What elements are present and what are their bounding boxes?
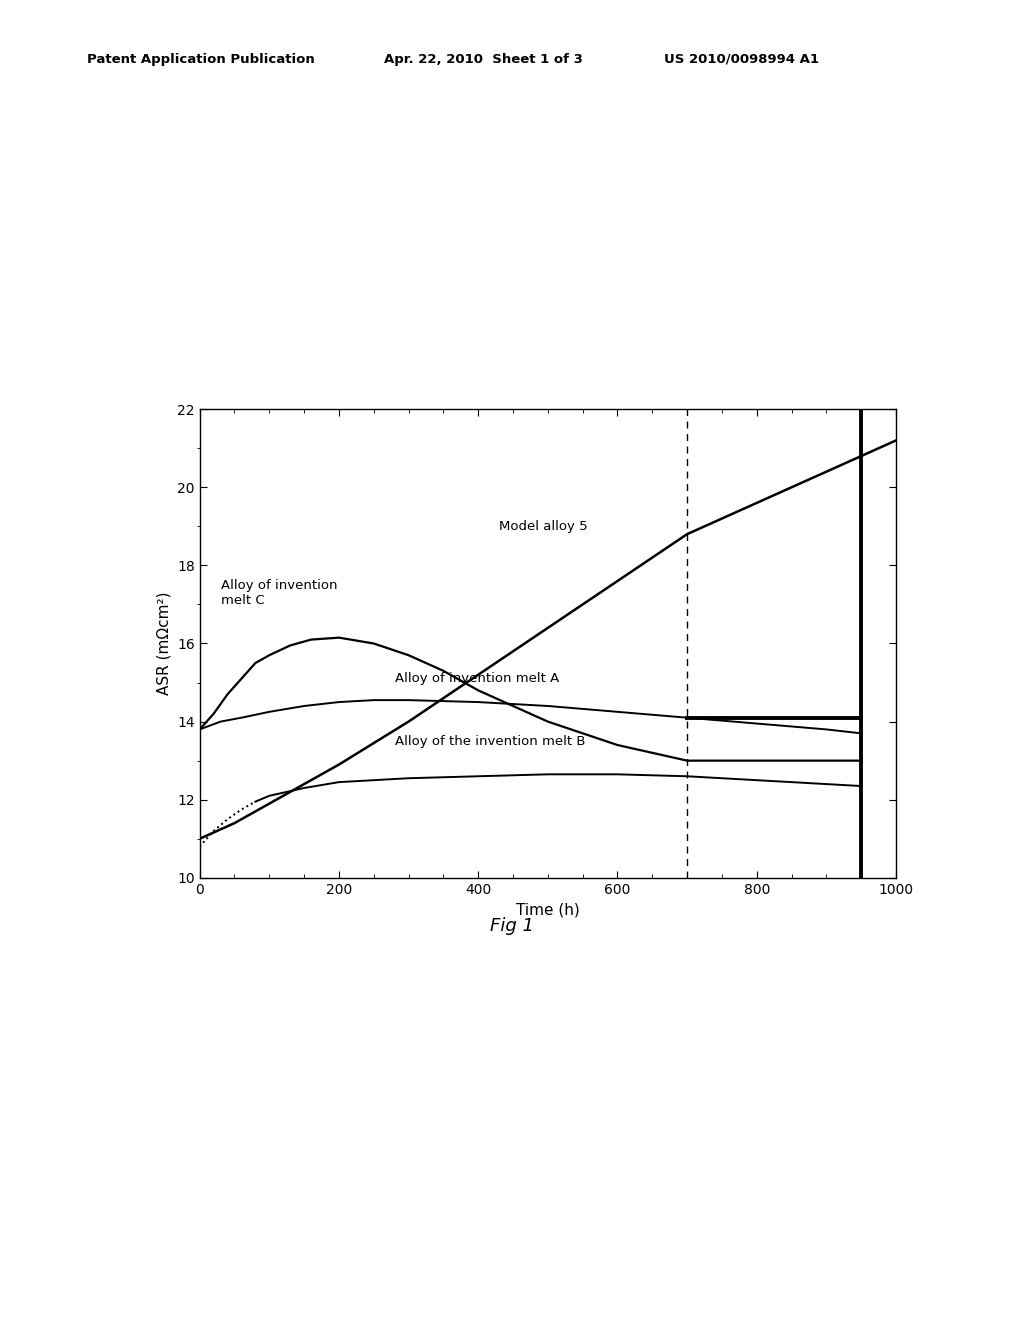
Text: Patent Application Publication: Patent Application Publication (87, 53, 314, 66)
Text: Alloy of invention melt A: Alloy of invention melt A (394, 672, 559, 685)
Y-axis label: ASR (mΩcm²): ASR (mΩcm²) (157, 591, 171, 696)
Text: Fig 1: Fig 1 (490, 917, 534, 936)
Text: Alloy of invention
melt C: Alloy of invention melt C (220, 578, 337, 607)
Text: Model alloy 5: Model alloy 5 (499, 520, 588, 533)
X-axis label: Time (h): Time (h) (516, 902, 580, 917)
Text: Apr. 22, 2010  Sheet 1 of 3: Apr. 22, 2010 Sheet 1 of 3 (384, 53, 583, 66)
Text: Alloy of the invention melt B: Alloy of the invention melt B (394, 735, 585, 747)
Text: US 2010/0098994 A1: US 2010/0098994 A1 (664, 53, 818, 66)
